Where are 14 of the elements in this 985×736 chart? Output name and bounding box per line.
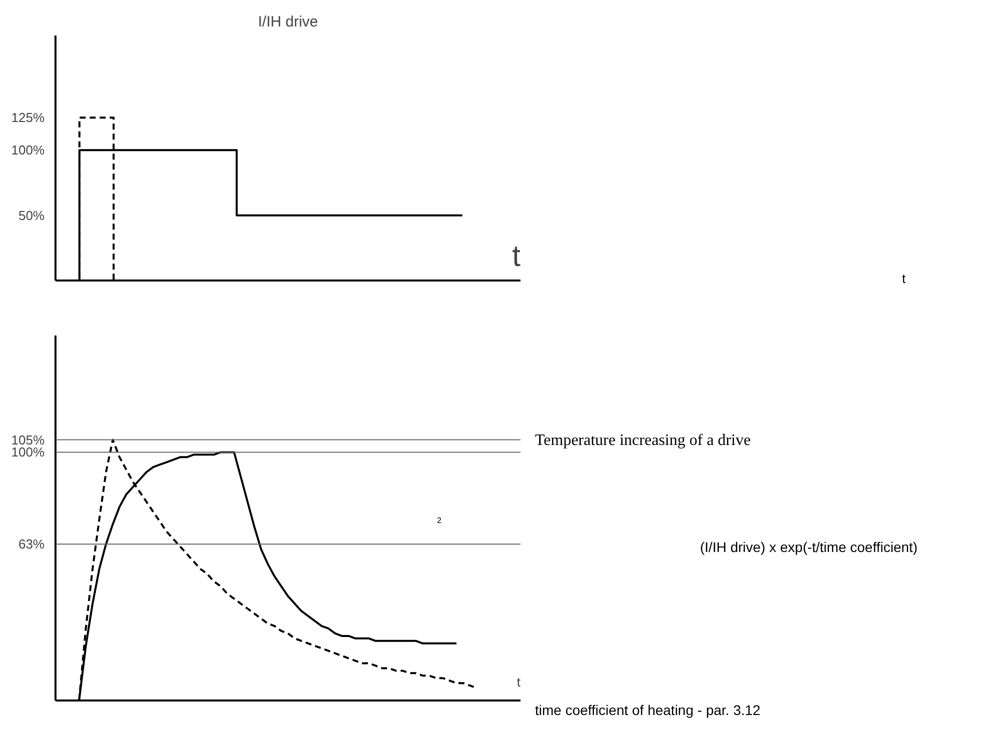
y-tick-label: 50% xyxy=(18,208,45,223)
y-tick-label: 100% xyxy=(11,444,45,460)
annotation: 2 xyxy=(437,515,442,526)
text: Temperature increasing of a drive xyxy=(535,431,751,451)
text: time coefficient of heating - par. 3.12 xyxy=(535,701,760,720)
y-tick-label: 125% xyxy=(11,110,45,126)
x-axis-title: t xyxy=(516,674,521,690)
text: (I/IH drive) x exp(-t/time coefficient) xyxy=(700,538,918,557)
y-tick-label: 63% xyxy=(18,536,45,552)
chart-title: I/IH drive xyxy=(258,14,318,30)
y-tick-label: 100% xyxy=(11,142,45,158)
x-axis-title: t xyxy=(512,240,522,274)
text: t xyxy=(902,270,906,288)
y-tick-label: 105% xyxy=(11,432,45,448)
